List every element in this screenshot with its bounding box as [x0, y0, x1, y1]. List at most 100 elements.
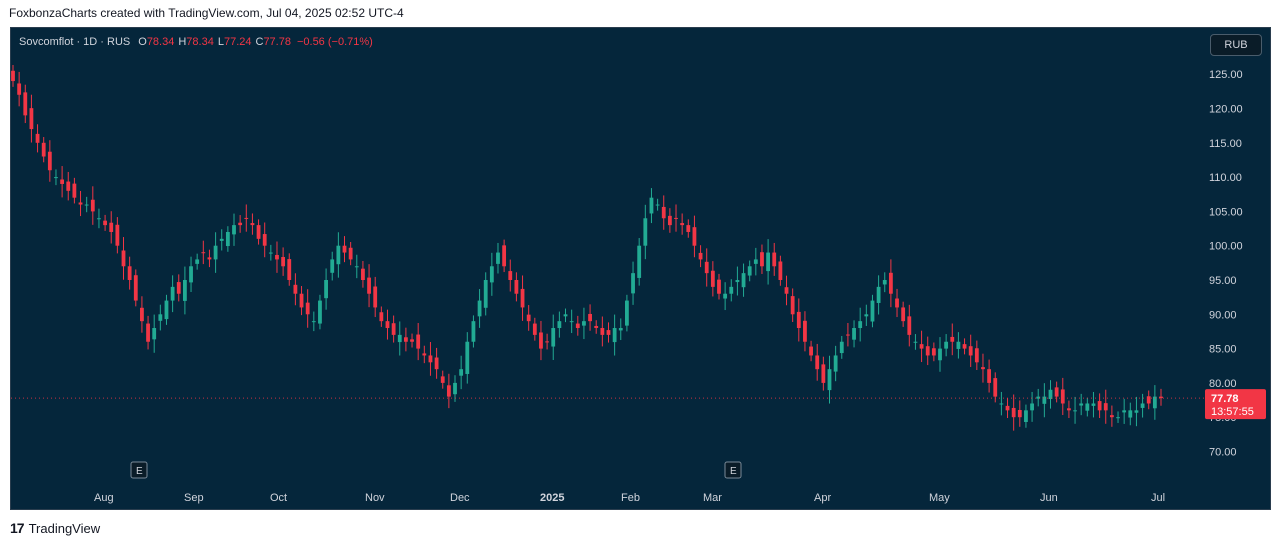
candle-body: [330, 259, 335, 273]
candle-body: [213, 245, 218, 260]
candle-body: [1109, 415, 1114, 418]
candle-body: [729, 286, 734, 294]
candle-body: [1017, 409, 1022, 418]
x-axis-tick-label: Mar: [703, 492, 722, 504]
candle-body: [1005, 405, 1010, 411]
x-axis-tick-label: Oct: [270, 492, 287, 504]
candle-body: [428, 355, 433, 363]
x-axis-tick-label: Nov: [365, 492, 385, 504]
candle-body: [23, 92, 28, 116]
candle-body: [1091, 403, 1096, 406]
candle-body: [250, 223, 255, 226]
brand-name: TradingView: [28, 520, 101, 536]
close-value: 77.78: [263, 36, 291, 48]
candle-body: [78, 202, 83, 205]
candle-body: [416, 334, 421, 349]
candle-body: [545, 341, 549, 343]
candle-body: [1134, 410, 1139, 413]
chart-panel[interactable]: 70.0075.0080.0085.0090.0095.00100.00105.…: [10, 27, 1271, 510]
candle-body: [569, 321, 574, 323]
candle-body: [483, 280, 488, 308]
earnings-marker[interactable]: [724, 461, 742, 479]
candle-body: [999, 403, 1004, 405]
y-axis-tick-label: 70.00: [1209, 447, 1237, 459]
price-chart[interactable]: 70.0075.0080.0085.0090.0095.00100.00105.…: [11, 28, 1272, 511]
footer-brand: 17 TradingView: [10, 520, 100, 536]
x-axis-tick-label: Jul: [1151, 492, 1165, 504]
candle-body: [563, 314, 568, 317]
candle-body: [324, 280, 328, 299]
candle-body: [348, 247, 353, 260]
currency-button[interactable]: RUB: [1210, 34, 1262, 56]
candle-body: [176, 282, 181, 294]
y-axis-tick-label: 90.00: [1209, 309, 1237, 321]
symbol-name[interactable]: Sovcomflot · 1D · RUS: [19, 36, 131, 48]
candle-body: [643, 218, 648, 246]
candle-body: [594, 325, 599, 329]
candle-body: [195, 259, 200, 264]
earnings-marker[interactable]: [130, 461, 148, 479]
candle-body: [293, 284, 298, 294]
candle-body: [876, 286, 881, 303]
candle-body: [373, 286, 378, 308]
candle-body: [397, 334, 402, 343]
candle-body: [753, 259, 758, 264]
candle-body: [582, 321, 586, 326]
candle-body: [1128, 410, 1133, 418]
candle-body: [637, 245, 642, 278]
candle-body: [403, 337, 408, 342]
candle-body: [956, 341, 961, 349]
candle-body: [962, 344, 967, 349]
candle-body: [158, 314, 163, 321]
candle-body: [919, 344, 924, 349]
candle-body: [925, 346, 930, 356]
candle-body: [379, 312, 384, 322]
candle-body: [11, 70, 15, 82]
candle-body: [354, 266, 359, 268]
x-axis-tick-label: Feb: [621, 492, 640, 504]
candle-body: [133, 275, 138, 301]
x-axis-tick-label: Sep: [184, 492, 204, 504]
candle-body: [741, 273, 746, 288]
candle-body: [1024, 410, 1028, 423]
candle-body: [477, 300, 482, 317]
candle-body: [913, 341, 918, 343]
candle-body: [225, 231, 230, 247]
candle-body: [796, 311, 801, 329]
candle-body: [502, 245, 507, 267]
low-value: 77.24: [223, 36, 252, 48]
candle-body: [1122, 410, 1127, 413]
tradingview-logo-icon: 17: [10, 520, 25, 536]
y-axis-tick-label: 105.00: [1209, 206, 1243, 218]
candle-body: [152, 328, 157, 340]
candle-body: [311, 321, 316, 323]
y-axis-tick-label: 110.00: [1209, 172, 1242, 184]
candle-body: [232, 225, 236, 235]
candle-body: [532, 323, 537, 335]
low-label: L: [217, 36, 224, 48]
candle-body: [526, 314, 531, 322]
candle-body: [747, 266, 752, 276]
candle-body: [809, 346, 813, 356]
open-label: O: [138, 36, 147, 48]
open-value: 78.34: [146, 36, 175, 48]
candle-body: [496, 252, 500, 264]
candle-body: [1054, 387, 1059, 397]
candle-body: [833, 355, 838, 372]
candle-body: [434, 357, 439, 370]
candle-body: [146, 323, 150, 342]
candle-body: [944, 341, 949, 349]
candle-body: [931, 348, 936, 356]
y-axis-tick-label: 100.00: [1209, 241, 1243, 253]
candle-body: [391, 323, 396, 335]
candle-body: [1159, 396, 1163, 399]
high-value: 78.34: [186, 36, 214, 48]
candle-body: [987, 369, 992, 383]
candle-body: [735, 280, 740, 283]
candle-body: [895, 298, 899, 308]
candle-body: [723, 293, 728, 299]
candle-body: [318, 300, 322, 324]
candle-body: [784, 287, 789, 294]
candle-body: [244, 217, 249, 219]
candle-body: [575, 323, 580, 329]
